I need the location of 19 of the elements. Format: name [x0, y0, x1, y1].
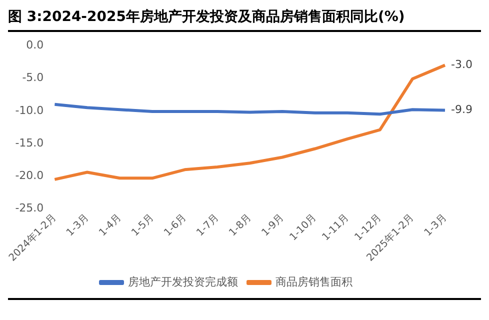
x-tick-label: 1-8月	[227, 212, 254, 239]
x-tick-label: 1-3月	[64, 212, 92, 239]
y-tick-label: -15.0	[15, 136, 44, 150]
x-tick-label: 1-9月	[260, 212, 286, 239]
x-tick-label: 1-6月	[162, 212, 189, 239]
y-tick-label: -20.0	[15, 169, 44, 182]
x-tick-label: 1-4月	[97, 212, 124, 239]
x-tick-label: 1-5月	[130, 212, 156, 239]
y-tick-label: -5.0	[22, 71, 44, 84]
data-label: -3.0	[451, 58, 472, 72]
x-tick-label: 1-3月	[422, 212, 449, 239]
legend-label: 房地产开发投资完成额	[128, 275, 238, 288]
legend-label: 商品房销售面积	[276, 275, 352, 288]
chart-title: 图 3:2024-2025年房地产开发投资及商品房销售面积同比(%)	[8, 8, 481, 32]
y-tick-label: -10.0	[15, 104, 44, 117]
data-label: -9.9	[451, 103, 472, 116]
y-tick-label: -25.0	[15, 202, 44, 215]
x-tick-label: 1-7月	[194, 212, 222, 239]
y-tick-label: 0.0	[26, 38, 44, 52]
